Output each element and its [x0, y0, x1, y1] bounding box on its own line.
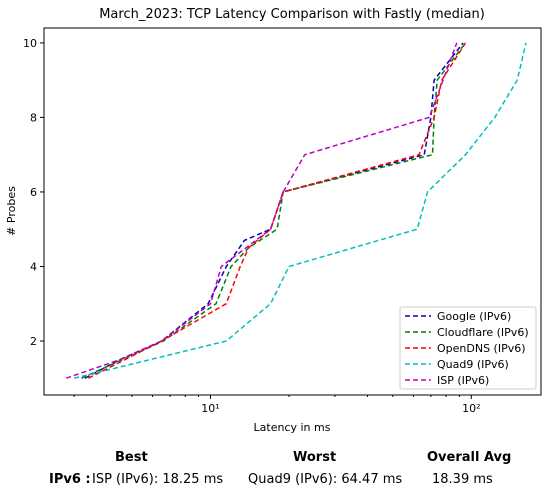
y-axis-label: # Probes — [5, 186, 18, 236]
y-tick-label: 8 — [30, 111, 37, 124]
plot-frame — [43, 27, 542, 396]
best-value: ISP (IPv6): 18.25 ms — [92, 472, 224, 487]
worst-value: Quad9 (IPv6): 64.47 ms — [248, 472, 403, 487]
latency-chart: March_2023: TCP Latency Comparison with … — [5, 7, 542, 434]
x-tick-label: 10¹ — [201, 402, 219, 415]
legend: Google (IPv6) Cloudflare (IPv6) OpenDNS (I… — [399, 306, 537, 390]
best-header: Best — [115, 450, 148, 465]
y-tick-label: 6 — [30, 186, 37, 199]
legend-entry: Cloudflare (IPv6) — [437, 326, 529, 339]
worst-header: Worst — [293, 450, 337, 465]
legend-entry: ISP (IPv6) — [437, 374, 489, 387]
ipv6-row-label: IPv6 : — [49, 472, 91, 487]
y-tick-label: 4 — [30, 260, 37, 273]
y-axis: 2 4 6 8 10 — [23, 37, 44, 348]
x-tick-label: 10² — [462, 402, 480, 415]
series-line-opendns-ipv6 — [87, 42, 467, 379]
legend-entry: Quad9 (IPv6) — [437, 358, 509, 371]
y-tick-label: 2 — [30, 335, 37, 348]
series-line-isp-ipv6 — [66, 42, 458, 379]
overall-avg-header: Overall Avg — [427, 450, 512, 465]
legend-entry: Google (IPv6) — [437, 310, 511, 323]
x-axis: 10¹ 10² — [73, 395, 481, 415]
legend-entry: OpenDNS (IPv6) — [437, 342, 526, 355]
x-axis-label: Latency in ms — [254, 421, 331, 434]
series-lines — [66, 42, 527, 379]
overall-avg-value: 18.39 ms — [432, 472, 493, 487]
chart-title: March_2023: TCP Latency Comparison with … — [99, 7, 485, 22]
y-tick-label: 10 — [23, 37, 37, 50]
series-line-quad9-ipv6 — [73, 42, 527, 379]
